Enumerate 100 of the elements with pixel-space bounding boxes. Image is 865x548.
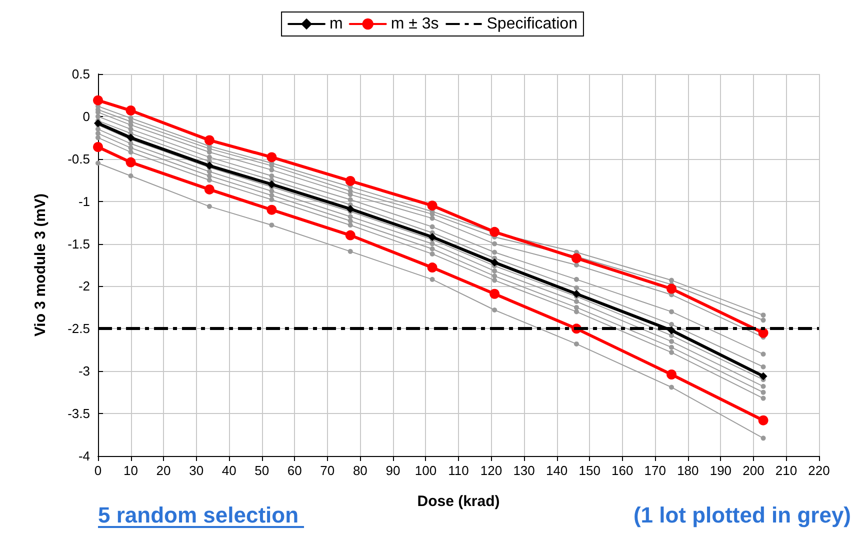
x-tick-label: 110 bbox=[448, 463, 469, 478]
point bbox=[128, 150, 134, 155]
point bbox=[492, 278, 498, 283]
point bbox=[348, 197, 353, 202]
point bbox=[96, 126, 100, 132]
text: 5 random selection bbox=[98, 502, 299, 528]
point bbox=[204, 135, 214, 146]
y-tick-label: 0.5 bbox=[72, 66, 90, 82]
point bbox=[96, 160, 100, 166]
point bbox=[269, 192, 274, 198]
point bbox=[348, 214, 353, 220]
point bbox=[574, 285, 579, 290]
legend-label: m ± 3s bbox=[390, 16, 439, 32]
point bbox=[128, 141, 134, 146]
point bbox=[96, 114, 100, 119]
y-tick-label: -0.5 bbox=[68, 151, 90, 166]
point bbox=[205, 162, 214, 170]
point bbox=[204, 184, 214, 194]
point bbox=[128, 126, 134, 132]
legend-label: Specification bbox=[486, 16, 578, 32]
point bbox=[430, 246, 435, 252]
point bbox=[571, 253, 582, 264]
point bbox=[128, 173, 134, 178]
x-tick-label: 70 bbox=[320, 463, 335, 478]
x-tick-label: 90 bbox=[386, 463, 400, 478]
x-tick-label: 100 bbox=[414, 463, 437, 478]
point bbox=[348, 248, 353, 254]
point bbox=[269, 167, 274, 172]
point bbox=[430, 216, 435, 221]
x-tick-label: 140 bbox=[546, 463, 568, 478]
x-tick-label: 40 bbox=[222, 463, 236, 478]
x-tick-label: 50 bbox=[254, 463, 270, 478]
point bbox=[430, 224, 435, 230]
point bbox=[760, 312, 766, 318]
point bbox=[266, 152, 277, 162]
point bbox=[430, 276, 435, 282]
x-tick-label: 130 bbox=[513, 463, 535, 478]
point bbox=[492, 241, 498, 246]
x-tick-label: 160 bbox=[612, 463, 634, 478]
point bbox=[669, 322, 674, 327]
point bbox=[206, 173, 212, 178]
point bbox=[574, 262, 579, 268]
point bbox=[574, 299, 579, 304]
x-tick-label: 210 bbox=[775, 463, 798, 478]
point bbox=[96, 130, 100, 136]
x-tick-label: 10 bbox=[124, 463, 138, 478]
point bbox=[760, 364, 766, 370]
point bbox=[348, 222, 353, 228]
x-tick-label: 180 bbox=[677, 463, 699, 478]
point bbox=[427, 200, 438, 211]
y-tick-label: -1.5 bbox=[68, 236, 90, 252]
point bbox=[126, 157, 136, 168]
point bbox=[669, 278, 674, 283]
point bbox=[669, 344, 674, 350]
y-axis-title: Vio 3 module 3 (mV) bbox=[32, 193, 49, 337]
point bbox=[348, 218, 353, 224]
point bbox=[572, 290, 580, 298]
point bbox=[760, 384, 766, 389]
point bbox=[574, 304, 579, 310]
point bbox=[93, 142, 103, 152]
point bbox=[492, 250, 498, 255]
y-tick-label: -1 bbox=[78, 194, 90, 209]
x-axis-title: Dose (krad) bbox=[417, 493, 500, 510]
point bbox=[93, 95, 103, 106]
point bbox=[492, 307, 498, 312]
point bbox=[669, 332, 674, 338]
x-tick-label: 80 bbox=[352, 463, 368, 478]
point bbox=[94, 119, 102, 128]
point bbox=[348, 192, 353, 198]
point bbox=[206, 204, 212, 209]
point bbox=[269, 188, 274, 194]
point bbox=[206, 169, 212, 174]
point bbox=[760, 390, 766, 395]
point bbox=[269, 222, 274, 228]
point bbox=[492, 268, 498, 274]
point bbox=[669, 350, 674, 355]
point bbox=[428, 232, 436, 241]
point bbox=[266, 204, 277, 215]
y-tick-label: 0 bbox=[82, 108, 90, 124]
point bbox=[268, 180, 276, 188]
x-tick-label: 120 bbox=[480, 463, 502, 478]
x-tick-label: 0 bbox=[94, 463, 102, 478]
point bbox=[492, 274, 498, 279]
point bbox=[574, 276, 579, 282]
x-tick-label: 60 bbox=[287, 463, 302, 478]
point bbox=[669, 384, 674, 390]
x-tick-label: 170 bbox=[644, 463, 666, 478]
point bbox=[345, 230, 356, 240]
x-tick-label: 200 bbox=[742, 463, 764, 478]
y-tick-label: -2 bbox=[78, 278, 90, 294]
point bbox=[346, 204, 354, 213]
point bbox=[759, 372, 768, 380]
point bbox=[490, 288, 500, 299]
y-tick-label: -3 bbox=[78, 364, 90, 379]
point bbox=[126, 134, 135, 142]
y-tick-label: -3.5 bbox=[68, 406, 90, 422]
point bbox=[269, 173, 274, 178]
point bbox=[669, 309, 674, 314]
point bbox=[758, 415, 768, 426]
point bbox=[574, 341, 579, 346]
